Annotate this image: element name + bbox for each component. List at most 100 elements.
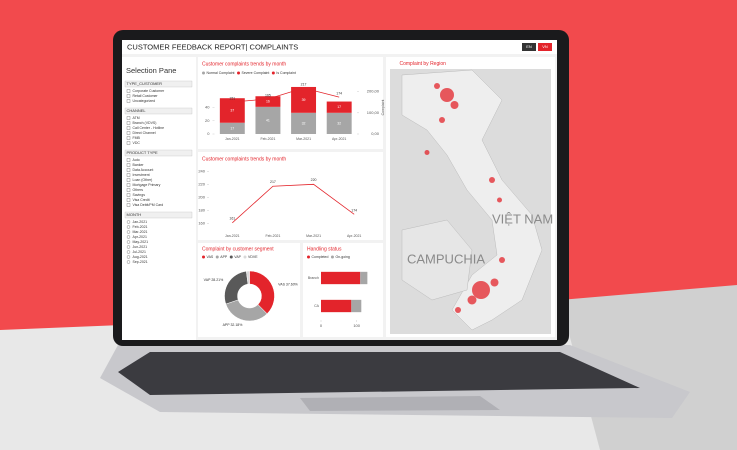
selection-pane	[122, 57, 196, 340]
filter-option: Aug-2021	[133, 255, 148, 259]
map-label: VIỆT NAM	[492, 211, 553, 226]
filter-option: Visa Debit/PM Card	[133, 203, 164, 207]
radio[interactable]	[126, 240, 131, 244]
checkbox[interactable]	[126, 131, 131, 135]
legend-swatch	[229, 255, 233, 259]
checkbox[interactable]	[126, 198, 131, 202]
legend-label: On-going	[335, 255, 349, 259]
chart-title: Complaint by customer segment	[202, 246, 274, 252]
chart-title: Customer complaints trends by month	[202, 156, 286, 162]
map-land	[401, 69, 543, 331]
map-bubble	[497, 197, 502, 203]
bar	[255, 106, 281, 134]
report-title: CUSTOMER FEEDBACK REPORT| COMPLAINTS	[127, 42, 298, 51]
screen: CUSTOMER FEEDBACK REPORT| COMPLAINTS Com…	[122, 40, 557, 340]
checkbox[interactable]	[126, 126, 131, 130]
bar	[219, 122, 245, 134]
checkbox[interactable]	[126, 141, 131, 145]
checkbox[interactable]	[126, 183, 131, 187]
data-label: 32	[302, 121, 306, 125]
radio[interactable]	[126, 220, 131, 224]
map-label: CAMPUCHIA	[407, 251, 485, 266]
radio[interactable]	[126, 245, 131, 249]
data-label: 165	[265, 93, 271, 97]
y-tick-label: 0	[207, 131, 210, 136]
y-tick-label: CA	[314, 304, 320, 308]
data-label: 41	[266, 118, 270, 122]
filter-option: Jan-2021	[133, 220, 148, 224]
map-bubble	[499, 257, 505, 263]
language-label: VN	[542, 44, 548, 49]
filter-option: Banker	[133, 163, 145, 167]
filter-option: Mortgage Primary	[133, 183, 161, 187]
data-label: VAS 37.60%	[278, 283, 298, 287]
filter-option: Apr-2021	[133, 235, 147, 239]
x-tick-label: Mar-2021	[306, 234, 321, 238]
y2-axis-title: Complaint	[381, 100, 385, 116]
radio[interactable]	[126, 260, 131, 264]
radio[interactable]	[126, 235, 131, 239]
data-label: 220	[311, 178, 317, 182]
bar	[351, 299, 362, 313]
y-tick-label: 240	[198, 168, 205, 173]
legend-swatch	[307, 255, 310, 259]
legend-label: VAP	[234, 255, 241, 259]
checkbox[interactable]	[126, 178, 131, 182]
checkbox[interactable]	[126, 94, 131, 98]
filter-option: VDC	[133, 141, 141, 145]
filter-option: Call Center - Hotline	[133, 126, 165, 130]
checkbox[interactable]	[126, 173, 131, 177]
data-label: VAP 28.21%	[204, 278, 224, 282]
legend-swatch	[202, 71, 205, 75]
legend-swatch	[215, 255, 219, 259]
y-tick-label: 200	[198, 194, 205, 199]
radio[interactable]	[126, 225, 131, 229]
legend-label: Normal Complaint	[207, 71, 235, 75]
filter-option: Direct Channel	[133, 131, 156, 135]
radio[interactable]	[126, 250, 131, 254]
bar	[326, 112, 352, 134]
data-label: 174	[351, 208, 357, 212]
y2-tick-label: 100,00	[367, 110, 380, 115]
chart-title: Customer complaints trends by month	[202, 61, 286, 67]
filter-option: Corporate Customer	[133, 89, 166, 93]
filter-name: TYPE_CUSTOMER	[127, 81, 163, 86]
map-bubble	[467, 295, 477, 305]
map-title: Complaint by Region	[400, 61, 447, 67]
y-tick-label: 40	[205, 105, 210, 110]
checkbox[interactable]	[126, 116, 131, 120]
checkbox[interactable]	[126, 89, 131, 93]
bar	[321, 299, 352, 313]
x-tick-label: Apr-2021	[332, 137, 346, 141]
checkbox[interactable]	[126, 121, 131, 125]
data-label: 217	[301, 82, 307, 86]
checkbox[interactable]	[126, 163, 131, 167]
filter-name: PRODUCT TYPE	[127, 150, 159, 155]
language-button[interactable]	[538, 43, 552, 51]
legend-label: Is Complaint	[276, 71, 295, 75]
checkbox[interactable]	[126, 99, 131, 103]
map-bubble	[472, 281, 490, 299]
checkbox[interactable]	[126, 188, 131, 192]
data-label: 161	[229, 217, 235, 221]
data-label: 174	[336, 92, 342, 96]
radio[interactable]	[126, 230, 131, 234]
filter-option: Feb-2021	[133, 225, 148, 229]
filter-option: Auto	[133, 158, 140, 162]
checkbox[interactable]	[126, 136, 131, 140]
language-button[interactable]	[522, 43, 536, 51]
data-label: 151	[229, 96, 235, 100]
map-bubbles	[424, 83, 505, 313]
y-tick-label: 220	[198, 181, 205, 186]
radio[interactable]	[126, 255, 131, 259]
filter-option: Visa Credit	[133, 198, 150, 202]
bar	[219, 98, 245, 123]
checkbox[interactable]	[126, 158, 131, 162]
checkbox[interactable]	[126, 193, 131, 197]
checkbox[interactable]	[126, 203, 131, 207]
y2-tick-label: 200,00	[367, 89, 380, 94]
filter-option: May-2021	[133, 240, 149, 244]
data-label: 32	[337, 121, 341, 125]
filter-option: Branch (VDVS)	[133, 121, 157, 125]
checkbox[interactable]	[126, 168, 131, 172]
